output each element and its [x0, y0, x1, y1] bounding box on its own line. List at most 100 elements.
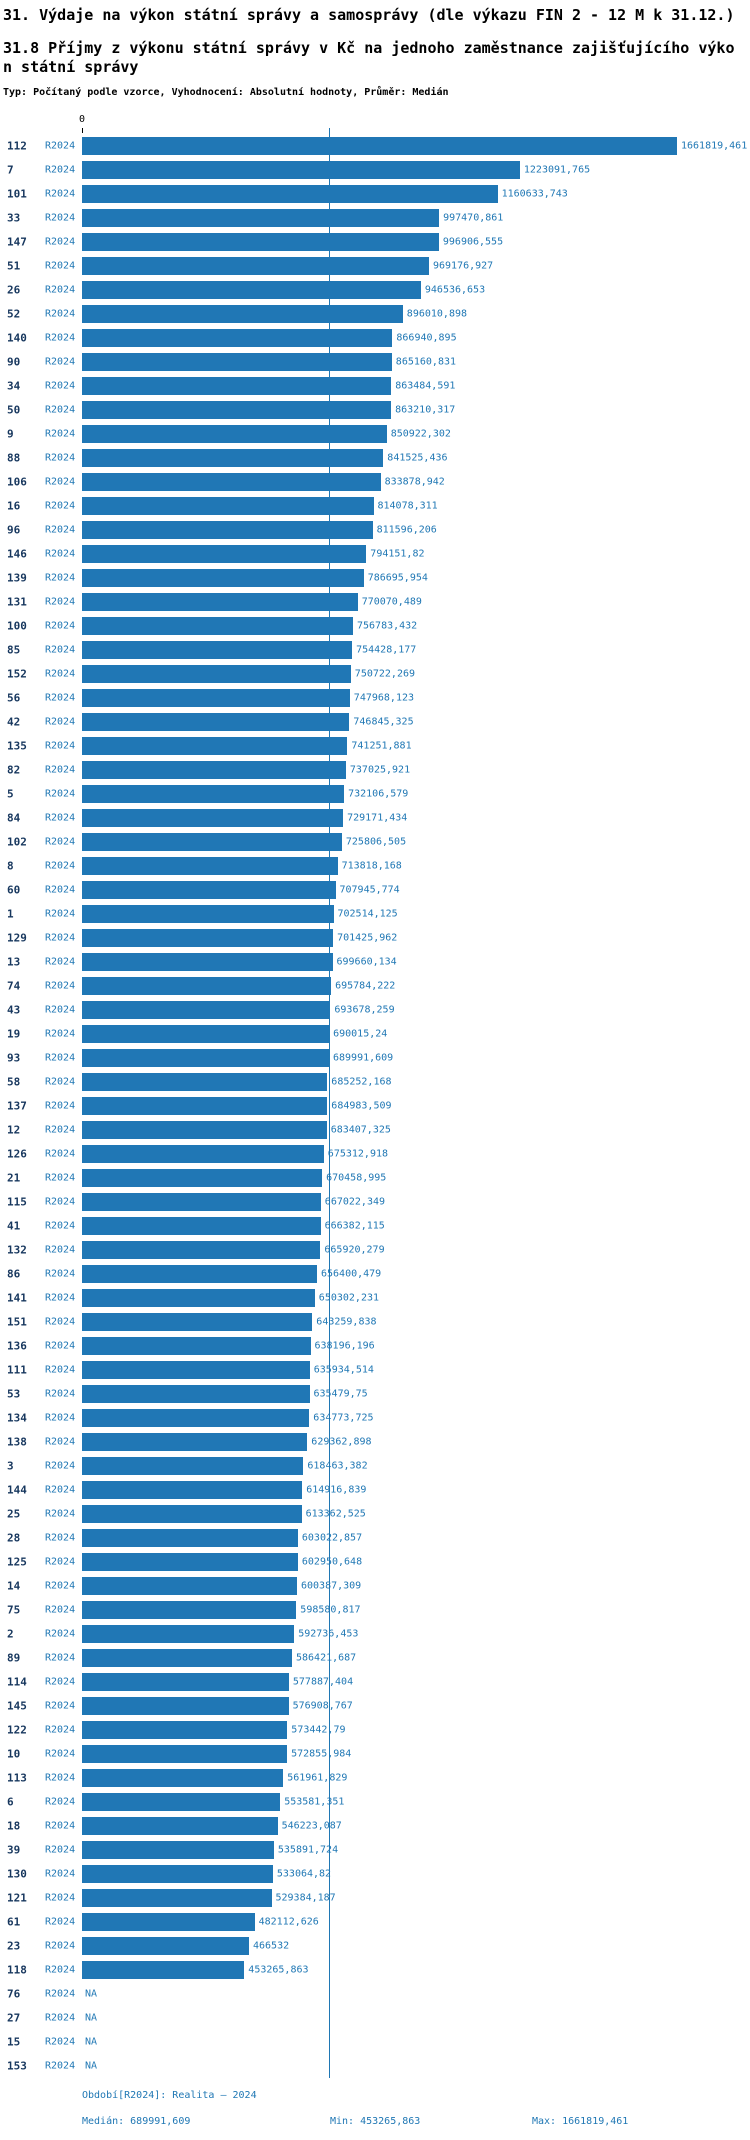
footer-min: Min: 453265,863	[330, 2116, 421, 2127]
row-id-label: 60	[7, 883, 21, 897]
series-label: R2024	[45, 404, 76, 416]
series-label: R2024	[45, 788, 76, 800]
series-label: R2024	[45, 1892, 76, 1904]
row-id-label: 139	[7, 571, 27, 585]
chart-row: 113 R2024 561961,829	[0, 1766, 750, 1790]
value-bar	[82, 1529, 298, 1547]
row-id-label: 132	[7, 1243, 27, 1257]
row-id-label: 56	[7, 691, 21, 705]
row-id-label: 101	[7, 187, 27, 201]
value-label: 684983,509	[331, 1100, 392, 1112]
value-label: 707945,774	[339, 884, 400, 896]
value-bar	[82, 497, 374, 515]
row-id-label: 102	[7, 835, 27, 849]
chart-row: 56 R2024 747968,123	[0, 686, 750, 710]
value-label: 693678,259	[334, 1004, 395, 1016]
value-label: 689991,609	[333, 1052, 394, 1064]
chart-row: 102 R2024 725806,505	[0, 830, 750, 854]
chart-row: 19 R2024 690015,24	[0, 1022, 750, 1046]
value-bar	[82, 1073, 328, 1091]
row-id-label: 25	[7, 1507, 21, 1521]
footer-period: Období[R2024]: Realita — 2024	[82, 2090, 257, 2101]
value-label: 675312,918	[327, 1148, 389, 1160]
value-bar	[82, 857, 338, 875]
chart-row: 1 R2024 702514,125	[0, 902, 750, 926]
series-label: R2024	[45, 908, 76, 920]
series-label: R2024	[45, 476, 76, 488]
value-bar	[82, 1169, 323, 1187]
series-label: R2024	[45, 356, 76, 368]
series-label: R2024	[45, 1748, 76, 1760]
series-label: R2024	[45, 572, 76, 584]
row-id-label: 153	[7, 2059, 27, 2073]
series-label: R2024	[45, 1196, 76, 1208]
row-id-label: 100	[7, 619, 27, 633]
chart-row: 106 R2024 833878,942	[0, 470, 750, 494]
value-label: 634773,725	[313, 1412, 374, 1424]
value-bar	[82, 1889, 272, 1907]
chart-row: 96 R2024 811596,206	[0, 518, 750, 542]
value-bar	[82, 1145, 324, 1163]
value-label: 573442,79	[291, 1724, 346, 1736]
value-bar	[82, 953, 333, 971]
chart-title-line2: 31.8 Příjmy z výkonu státní správy v Kč …	[3, 38, 735, 77]
series-label: R2024	[45, 884, 76, 896]
value-bar	[82, 329, 393, 347]
value-label: 529384,187	[275, 1892, 336, 1904]
value-label: 946536,653	[424, 284, 486, 296]
row-id-label: 82	[7, 763, 21, 777]
value-label: 701425,962	[337, 932, 398, 944]
value-label: 577887,404	[292, 1676, 354, 1688]
chart-row: 101 R2024 1160633,743	[0, 182, 750, 206]
series-label: R2024	[45, 260, 76, 272]
series-label: R2024	[45, 308, 76, 320]
value-label: 685252,168	[331, 1076, 392, 1088]
series-label: R2024	[45, 1244, 76, 1256]
chart-row: 90 R2024 865160,831	[0, 350, 750, 374]
series-label: R2024	[45, 548, 76, 560]
value-label: 754428,177	[356, 644, 417, 656]
value-bar	[82, 1841, 274, 1859]
value-label: NA	[85, 1988, 98, 2000]
chart-row: 115 R2024 667022,349	[0, 1190, 750, 1214]
value-bar	[82, 401, 392, 419]
series-label: R2024	[45, 1676, 76, 1688]
series-label: R2024	[45, 1268, 76, 1280]
value-label: NA	[85, 2012, 98, 2024]
value-bar	[82, 1937, 249, 1955]
chart-footer: Období[R2024]: Realita — 2024 Medián: 68…	[82, 2090, 750, 2134]
series-label: R2024	[45, 236, 76, 248]
row-id-label: 42	[7, 715, 21, 729]
chart-row: 131 R2024 770070,489	[0, 590, 750, 614]
chart-row: 60 R2024 707945,774	[0, 878, 750, 902]
value-label: 546223,087	[281, 1820, 342, 1832]
value-label: 997470,861	[443, 212, 504, 224]
chart-row: 42 R2024 746845,325	[0, 710, 750, 734]
series-label: R2024	[45, 452, 76, 464]
value-bar	[82, 1697, 289, 1715]
chart-row: 41 R2024 666382,115	[0, 1214, 750, 1238]
value-label: 643259,838	[316, 1316, 377, 1328]
row-id-label: 9	[7, 427, 14, 441]
series-label: R2024	[45, 332, 76, 344]
value-bar	[82, 1673, 289, 1691]
chart-row: 118 R2024 453265,863	[0, 1958, 750, 1982]
row-id-label: 7	[7, 163, 14, 177]
footer-median: Medián: 689991,609	[82, 2116, 191, 2127]
value-bar	[82, 641, 353, 659]
value-label: 770070,489	[361, 596, 422, 608]
row-id-label: 51	[7, 259, 21, 273]
series-label: R2024	[45, 692, 76, 704]
value-label: 635479,75	[313, 1388, 368, 1400]
value-bar	[82, 449, 384, 467]
value-label: 613362,525	[305, 1508, 366, 1520]
value-bar	[82, 1793, 281, 1811]
row-id-label: 2	[7, 1627, 14, 1641]
value-bar	[82, 1553, 298, 1571]
row-id-label: 16	[7, 499, 21, 513]
value-label: 814078,311	[377, 500, 438, 512]
series-label: R2024	[45, 1148, 76, 1160]
value-label: 713818,168	[341, 860, 402, 872]
chart-row: 134 R2024 634773,725	[0, 1406, 750, 1430]
chart-row: 125 R2024 602950,648	[0, 1550, 750, 1574]
